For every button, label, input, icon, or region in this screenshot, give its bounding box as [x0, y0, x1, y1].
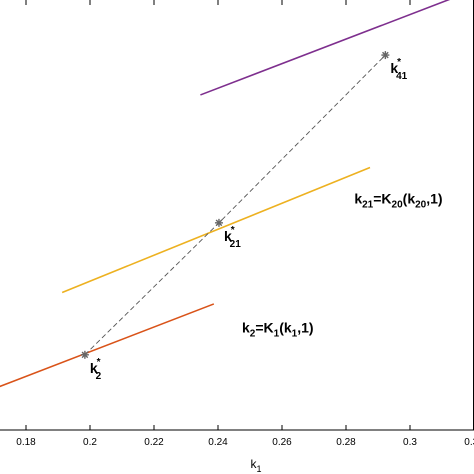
- x-tick-label: 0.2: [83, 437, 97, 448]
- x-tick-label: 0.28: [336, 437, 356, 448]
- point-label: k* 2: [90, 357, 102, 382]
- star-marker: [214, 218, 223, 227]
- point-label: k* 21: [224, 225, 241, 250]
- x-tick-label: 0.18: [16, 437, 36, 448]
- dashed-connector-line: [84, 54, 386, 356]
- star-marker: [381, 51, 390, 60]
- axes-frame: [0, 0, 474, 431]
- point-label: k* 41: [390, 57, 407, 82]
- x-ticks: 0.18 0.2 0.22 0.24 0.26 0.28 0.3 0.32: [16, 0, 474, 448]
- point-markers: [80, 51, 390, 359]
- star-marker: [80, 350, 89, 359]
- equation-annotation: k2=K1(k1,1): [242, 319, 314, 339]
- x-tick-label: 0.24: [208, 437, 228, 448]
- x-axis-label: k1: [250, 457, 261, 474]
- x-tick-label: 0.22: [144, 437, 164, 448]
- x-tick-label: 0.32: [464, 437, 474, 448]
- x-tick-label: 0.3: [403, 437, 417, 448]
- series-line-1: [200, 0, 451, 96]
- annotations: k* 2 k* 21 k* 41 k2=K1(k1,1) k21=K20(k20,1): [90, 57, 443, 382]
- equation-annotation: k21=K20(k20,1): [354, 191, 442, 211]
- x-tick-label: 0.26: [272, 437, 292, 448]
- series-line-2: [61, 166, 371, 294]
- series-line-3: [0, 303, 215, 388]
